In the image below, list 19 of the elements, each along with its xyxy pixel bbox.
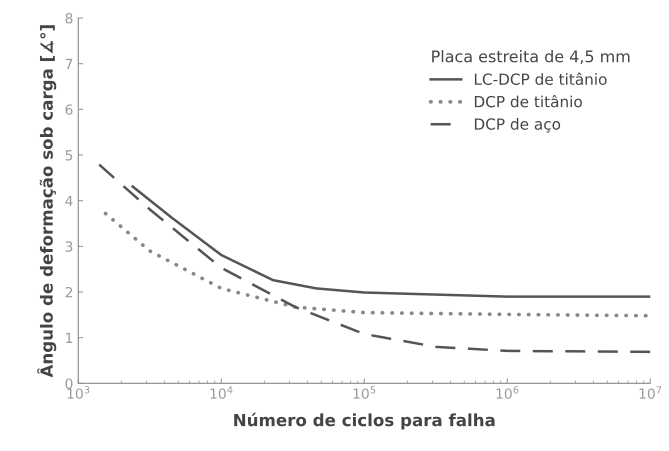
y-tick-label: 5 <box>66 150 72 161</box>
x-tick-label: 10$^{5}$ <box>354 386 376 399</box>
y-tick-label: 6 <box>66 104 73 115</box>
y-tick-label: 2 <box>66 286 72 298</box>
y-tick-label: 4 <box>65 196 73 206</box>
y-tick-label: 1 <box>66 332 72 343</box>
y-tick-label: 7 <box>66 58 72 69</box>
y-tick-label: 8 <box>66 13 72 24</box>
x-axis-title: Número de ciclos para falha <box>234 412 495 430</box>
legend-title: Placa estreita de 4,5 mm <box>432 50 630 64</box>
legend-label: DCP de titânio <box>474 94 582 108</box>
x-tick-label: 10$^{6}$ <box>496 386 518 399</box>
x-tick-label: 10$^{7}$ <box>640 386 662 399</box>
y-axis-title: Ângulo de deformação sob carga [∡°] <box>37 25 56 378</box>
y-tick-label: 3 <box>66 241 72 252</box>
legend-label: LC-DCP de titânio <box>474 72 607 85</box>
x-tick-label: 10$^{4}$ <box>210 386 232 399</box>
legend-label: DCP de aço <box>474 118 560 133</box>
y-tick-label: 0 <box>65 378 72 389</box>
